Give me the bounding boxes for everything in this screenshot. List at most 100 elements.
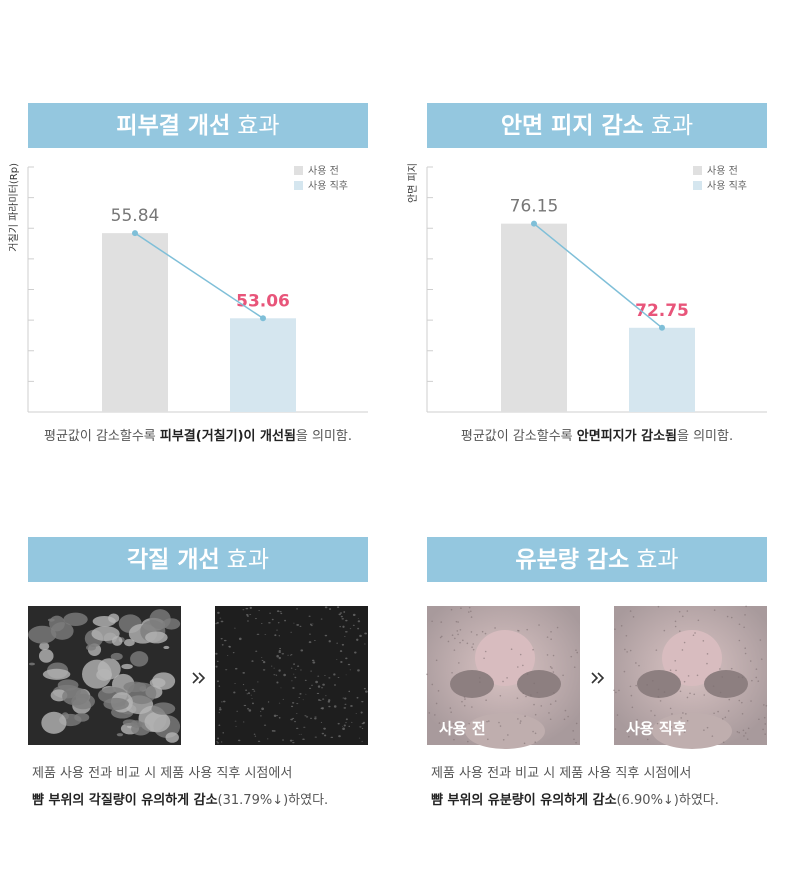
flake [316, 692, 320, 695]
flake [296, 608, 298, 610]
flake [304, 679, 307, 681]
pore [570, 655, 573, 658]
pore [682, 712, 684, 714]
caption-part: 뺨 부위의 유분량이 유의하게 감소 [431, 792, 617, 808]
pore [532, 730, 534, 733]
flake [235, 725, 237, 727]
flake [342, 727, 345, 731]
flake [267, 701, 270, 703]
pore [696, 674, 699, 677]
bar [230, 318, 296, 412]
flake [219, 708, 222, 711]
flake [338, 613, 341, 616]
flake [303, 726, 306, 728]
pore [467, 611, 470, 613]
flake [356, 638, 359, 641]
flake [278, 635, 280, 637]
pore [435, 702, 438, 705]
pore [743, 735, 745, 737]
pore [463, 704, 466, 707]
pore [461, 700, 463, 703]
pore [483, 657, 485, 660]
y-axis-label: 안면 피지 [407, 163, 419, 203]
pore [502, 680, 504, 683]
pore [663, 629, 666, 632]
flake [247, 692, 251, 695]
flake [357, 669, 360, 672]
flake [271, 729, 274, 732]
legend-label: 사용 직후 [707, 180, 747, 192]
flake [304, 715, 307, 717]
pore [506, 677, 508, 679]
flake [279, 647, 282, 650]
flake [287, 654, 289, 656]
value-label: 53.06 [236, 291, 290, 311]
pore [631, 706, 634, 709]
flake [349, 628, 352, 630]
pore [451, 634, 454, 637]
flake [308, 641, 312, 644]
flake [363, 687, 366, 690]
pore [573, 666, 576, 668]
pore [719, 691, 722, 694]
pore [533, 703, 535, 706]
pore [435, 659, 438, 662]
pore [428, 712, 431, 714]
flake [320, 721, 323, 723]
flake [247, 707, 250, 710]
photo-bg [215, 606, 368, 745]
pore [751, 679, 753, 682]
pore [629, 685, 632, 688]
flake [251, 660, 254, 662]
pore [519, 653, 522, 656]
pore [683, 641, 686, 644]
flake [355, 713, 357, 714]
pore [464, 698, 466, 700]
pore [629, 610, 632, 612]
pore [683, 680, 686, 683]
pore [532, 648, 534, 651]
nostril [704, 670, 748, 698]
lip-shadow [652, 713, 732, 749]
pore [711, 735, 714, 737]
pore [727, 710, 730, 712]
pore [534, 741, 537, 743]
pore [713, 609, 716, 611]
flake [296, 703, 299, 705]
flake [282, 739, 285, 741]
caption-part: (31.79%↓)하였다. [218, 793, 329, 808]
pore [562, 674, 564, 677]
pore [738, 639, 741, 642]
flake [216, 741, 218, 743]
pore [467, 740, 469, 743]
pore [573, 738, 575, 741]
bar [501, 223, 567, 412]
flake [293, 622, 295, 624]
pore [450, 608, 453, 611]
flake [246, 615, 249, 617]
pore [694, 632, 696, 634]
pore [463, 696, 466, 698]
flake [216, 742, 220, 744]
title: 각질 개선 효과 [127, 547, 269, 573]
pore [618, 689, 620, 692]
flake [220, 638, 223, 640]
title-main: 유분량 감소 [515, 547, 629, 573]
flake [247, 620, 249, 622]
flake [242, 684, 245, 686]
title-main: 피부결 개선 [116, 113, 230, 139]
flake [310, 670, 312, 672]
pore [759, 639, 762, 641]
title-main: 각질 개선 [127, 547, 220, 573]
pore [468, 722, 470, 725]
photo [28, 606, 181, 745]
photo-label: 사용 전 [439, 720, 486, 738]
flake [278, 650, 281, 654]
legend-label: 사용 전 [308, 165, 339, 177]
flake [328, 677, 331, 679]
flake [292, 741, 295, 744]
flake [144, 711, 171, 733]
pore [564, 709, 567, 712]
pore [671, 713, 673, 715]
